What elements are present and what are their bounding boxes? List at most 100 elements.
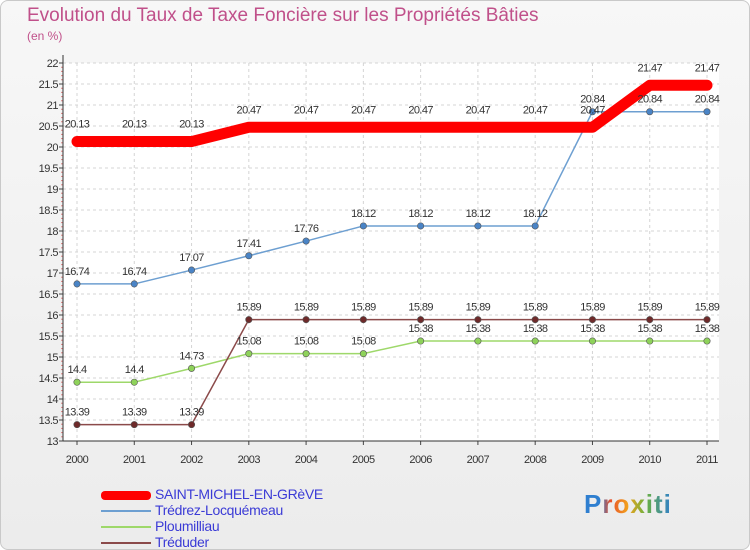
series-line-2 xyxy=(76,110,708,285)
y-tick-label: 21.5 xyxy=(39,79,59,91)
data-label: 13.39 xyxy=(122,407,147,419)
data-point xyxy=(359,222,367,230)
data-point xyxy=(73,421,81,429)
data-label: 14.4 xyxy=(125,364,144,376)
data-label: 15.38 xyxy=(695,323,720,335)
data-point xyxy=(417,316,425,324)
data-label: 14.4 xyxy=(67,364,86,376)
data-label: 21.47 xyxy=(637,62,662,74)
legend-label: SAINT-MICHEL-EN-GRèVE xyxy=(155,486,323,502)
data-label: 15.89 xyxy=(351,302,376,314)
y-tick-label: 20.5 xyxy=(39,121,59,133)
data-label: 20.84 xyxy=(580,94,605,106)
data-label: 14.73 xyxy=(179,350,204,362)
data-point xyxy=(417,337,425,345)
y-tick-label: 18 xyxy=(47,226,59,238)
x-tick-label: 2011 xyxy=(696,454,718,466)
y-tick-label: 21 xyxy=(47,100,59,112)
data-point xyxy=(188,364,196,372)
y-tick-label: 13 xyxy=(47,436,59,448)
x-tick-label: 2004 xyxy=(295,454,318,466)
data-label: 20.13 xyxy=(65,119,90,131)
y-tick-label: 14 xyxy=(47,394,59,406)
logo-text: Proxiti xyxy=(584,489,672,519)
x-tick-label: 2008 xyxy=(524,454,547,466)
data-label: 20.47 xyxy=(237,104,262,116)
series-line-1 xyxy=(71,79,713,148)
x-tick-label: 2009 xyxy=(581,454,604,466)
data-label: 15.89 xyxy=(637,302,662,314)
data-label: 17.76 xyxy=(294,223,319,235)
data-label: 15.89 xyxy=(523,302,548,314)
data-label: 20.84 xyxy=(695,94,720,106)
data-label: 15.38 xyxy=(637,323,662,335)
data-label: 20.47 xyxy=(466,104,491,116)
data-point xyxy=(302,350,310,358)
data-point xyxy=(302,237,310,245)
data-point xyxy=(302,316,310,324)
data-label: 18.12 xyxy=(351,208,376,220)
data-point xyxy=(531,316,539,324)
data-point xyxy=(130,378,138,386)
data-label: 15.08 xyxy=(237,336,262,348)
y-tick-label: 14.5 xyxy=(39,373,59,385)
y-tick-label: 22 xyxy=(47,58,59,70)
data-label: 20.47 xyxy=(351,104,376,116)
data-label: 15.89 xyxy=(408,302,433,314)
data-point xyxy=(588,337,596,345)
data-label: 20.47 xyxy=(294,104,319,116)
data-label: 15.38 xyxy=(580,323,605,335)
legend-label: Trédrez-Locquémeau xyxy=(155,502,283,518)
y-tick-label: 19.5 xyxy=(39,163,59,175)
data-point xyxy=(245,350,253,358)
data-point xyxy=(130,421,138,429)
data-label: 15.89 xyxy=(294,302,319,314)
data-point xyxy=(646,316,654,324)
data-label: 13.39 xyxy=(179,407,204,419)
data-point xyxy=(245,316,253,324)
y-tick-label: 13.5 xyxy=(39,415,59,427)
legend-label: Ploumilliau xyxy=(155,518,220,534)
proxiti-logo: Proxiti xyxy=(584,489,672,520)
y-tick-label: 18.5 xyxy=(39,205,59,217)
data-label: 15.08 xyxy=(294,336,319,348)
data-label: 15.89 xyxy=(466,302,491,314)
line-chart: 13 13.5 14 14.5 15 15.5 16 16.5 17 17.5 18 18.5 19 19… xyxy=(39,55,720,466)
unit-label: (en %) xyxy=(27,29,63,43)
x-tick-label: 2006 xyxy=(409,454,432,466)
x-tick-label: 2005 xyxy=(352,454,375,466)
x-tick-label: 2003 xyxy=(238,454,261,466)
data-label: 15.89 xyxy=(695,302,720,314)
data-point xyxy=(73,280,81,288)
x-tick-label: 2007 xyxy=(467,454,490,466)
data-label: 18.12 xyxy=(466,208,491,220)
data-label: 15.89 xyxy=(580,302,605,314)
data-point xyxy=(588,108,596,116)
x-tick-label: 2010 xyxy=(638,454,661,466)
data-point xyxy=(130,280,138,288)
x-tick-label: 2001 xyxy=(123,454,146,466)
y-tick-label: 19 xyxy=(47,184,59,196)
data-label: 15.38 xyxy=(523,323,548,335)
data-label: 15.38 xyxy=(408,323,433,335)
data-label: 18.12 xyxy=(523,208,548,220)
series-line-3 xyxy=(76,340,708,383)
data-point xyxy=(531,222,539,230)
data-label: 20.47 xyxy=(408,104,433,116)
data-point xyxy=(474,222,482,230)
legend-swatch xyxy=(101,542,151,544)
data-label: 15.08 xyxy=(351,336,376,348)
data-point xyxy=(531,337,539,345)
x-tick-label: 2000 xyxy=(66,454,89,466)
y-tick-label: 20 xyxy=(47,142,59,154)
data-label: 16.74 xyxy=(122,266,147,278)
legend-label: Tréduder xyxy=(155,534,209,550)
data-label: 21.47 xyxy=(695,62,720,74)
data-point xyxy=(474,316,482,324)
x-tick-label: 2002 xyxy=(180,454,203,466)
y-tick-label: 15.5 xyxy=(39,331,59,343)
data-label: 13.39 xyxy=(65,407,90,419)
data-label: 20.47 xyxy=(580,104,605,116)
data-label: 18.12 xyxy=(408,208,433,220)
